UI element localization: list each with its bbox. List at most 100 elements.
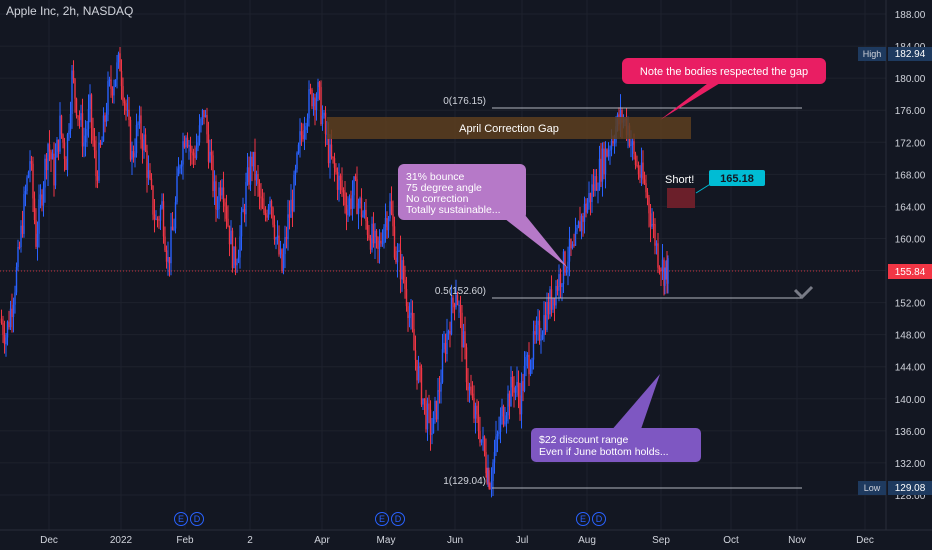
candle-body <box>86 128 88 136</box>
candle-body <box>471 393 474 399</box>
candle-body <box>407 306 409 319</box>
candle-body <box>378 240 381 249</box>
candle-body <box>462 331 465 348</box>
bounce-callout[interactable] <box>398 164 526 220</box>
candle-body <box>446 333 448 355</box>
candle-body <box>309 89 312 91</box>
fib-label-0-5: 0.5(152.60) <box>435 286 486 297</box>
candle-body <box>276 235 279 239</box>
checkmark-icon[interactable] <box>793 285 814 300</box>
candle-body <box>230 230 232 245</box>
candle-body <box>568 238 571 262</box>
dividend-marker-icon[interactable] <box>190 512 204 526</box>
discount-line-1: $22 discount range <box>539 434 628 446</box>
earnings-marker-icon[interactable] <box>174 512 188 526</box>
candle-body <box>583 203 586 222</box>
candle-body <box>5 337 7 345</box>
candle-body <box>0 318 3 323</box>
candle-body <box>338 175 340 190</box>
candle-body <box>87 109 90 129</box>
candle-body <box>380 240 382 244</box>
candle-body <box>99 142 102 145</box>
candle-body <box>416 360 418 381</box>
candle-body <box>648 197 650 214</box>
low-label: Low <box>864 483 881 493</box>
candle-body <box>498 431 500 435</box>
current-price-tag <box>888 264 932 279</box>
candle-body <box>167 257 169 262</box>
time-tick-label: Jun <box>447 535 463 546</box>
note-callout[interactable] <box>622 58 826 84</box>
candle-body <box>453 303 456 308</box>
candle-body <box>144 134 147 151</box>
time-tick-label: Sep <box>652 535 670 546</box>
fib-label-0: 0(176.15) <box>443 96 486 107</box>
low-label-tag <box>858 481 886 495</box>
candle-body <box>27 171 30 178</box>
candle-body <box>408 315 411 319</box>
short-price-tag[interactable] <box>709 170 765 186</box>
candle-body <box>353 176 355 196</box>
candle-body <box>643 179 646 184</box>
candle-body <box>540 339 542 341</box>
candle-body <box>32 163 34 199</box>
candle-body <box>607 150 610 157</box>
dividend-marker-icon[interactable] <box>592 512 606 526</box>
candle-body <box>80 113 82 121</box>
candle-body <box>474 405 477 419</box>
candle-body <box>639 174 641 178</box>
short-box[interactable] <box>667 188 695 208</box>
time-axis[interactable]: Dec 2022 Feb 2 Apr May Jun Jul Aug Sep Oct Nov Dec <box>40 535 874 546</box>
candle-body <box>649 213 652 227</box>
candle-body <box>192 152 195 156</box>
candle-body <box>114 79 117 87</box>
candle-body <box>330 144 333 157</box>
candle-body <box>66 134 69 170</box>
time-tick-label: Aug <box>578 535 596 546</box>
candle-body <box>386 217 388 231</box>
candle-body <box>488 470 490 488</box>
dividend-marker-icon[interactable] <box>391 512 405 526</box>
short-price-value: 165.18 <box>720 173 754 185</box>
candle-body <box>24 191 27 195</box>
discount-callout[interactable] <box>531 428 701 462</box>
price-tick-label: 144.00 <box>895 363 926 374</box>
candle-body <box>50 151 52 160</box>
candle-body <box>589 192 592 203</box>
candle-body <box>502 406 505 425</box>
discount-line-2: Even if June bottom holds... <box>539 446 669 458</box>
candle-body <box>251 156 253 167</box>
candle-body <box>329 144 331 164</box>
candle-body <box>134 153 136 158</box>
candle-body <box>179 166 181 169</box>
candle-body <box>637 165 640 175</box>
candle-body <box>213 181 216 192</box>
earnings-marker-icon[interactable] <box>375 512 389 526</box>
candle-body <box>189 145 192 152</box>
candle-body <box>284 237 286 255</box>
bounce-line-2: 75 degree angle <box>406 182 482 194</box>
candle-body <box>405 288 408 307</box>
candle-body <box>546 302 548 330</box>
candle-body <box>516 381 518 388</box>
candle-body <box>550 289 553 310</box>
candle-body <box>333 158 336 168</box>
candle-body <box>254 151 256 181</box>
bounce-callout-pointer <box>500 215 568 268</box>
candle-body <box>77 115 79 117</box>
candle-body <box>2 322 4 335</box>
earnings-marker-icon[interactable] <box>576 512 590 526</box>
candle-body <box>354 176 357 180</box>
dividend-marker-label: D <box>194 514 201 524</box>
candle-body <box>42 187 45 206</box>
candle-body <box>401 260 403 280</box>
candle-body <box>447 330 450 334</box>
candle-body <box>117 53 120 63</box>
april-gap-zone[interactable] <box>327 117 691 139</box>
candle-body <box>362 214 364 218</box>
candle-body <box>377 237 379 249</box>
time-tick-label: Oct <box>723 535 739 546</box>
candle-body <box>210 151 213 156</box>
